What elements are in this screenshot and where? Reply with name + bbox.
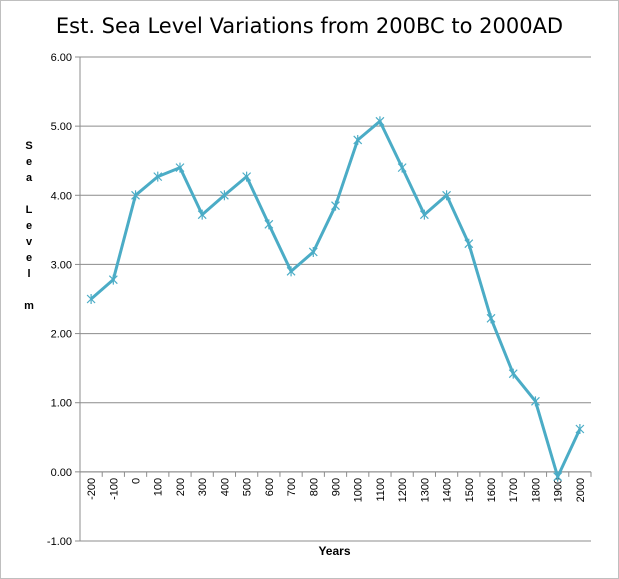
x-tick-label: -100 [108, 478, 120, 500]
x-tick-label: 0 [131, 478, 143, 484]
x-tick-label: 1400 [442, 478, 454, 502]
y-axis-label-letter: S [25, 140, 33, 152]
y-axis-label-letter: L [25, 204, 33, 216]
y-tick-label: 6.00 [51, 52, 72, 64]
x-tick-label: 500 [242, 478, 254, 496]
x-tick-label: -200 [86, 478, 98, 500]
data-point-marker [531, 396, 540, 407]
y-tick-labels: 6.00 5.00 4.00 3.00 2.00 1.00 0.00 -1.00 [47, 52, 80, 548]
y-tick-label: 5.00 [51, 121, 72, 133]
data-point-marker [442, 190, 452, 201]
x-tick-label: 400 [219, 478, 231, 496]
data-point-marker [464, 238, 474, 249]
x-tick-label: 900 [331, 478, 343, 496]
x-tick-label: 1900 [553, 478, 565, 502]
data-point-marker [264, 219, 274, 230]
x-tick-label: 200 [175, 478, 187, 496]
x-tick-label: 1800 [530, 478, 542, 502]
x-tick-label: 1000 [353, 478, 365, 502]
data-point-marker [197, 209, 207, 220]
data-point-marker [108, 274, 118, 285]
data-point-marker [242, 171, 252, 182]
data-point-marker [553, 471, 563, 482]
gridlines [80, 56, 591, 542]
chart-title: Est. Sea Level Variations from 200BC to … [55, 14, 564, 38]
data-point-marker [486, 313, 496, 324]
y-tick-label: 0.00 [51, 467, 72, 479]
data-point-marker [153, 171, 163, 182]
x-axis-label: Years [318, 544, 351, 558]
data-point-marker [131, 190, 140, 201]
x-tick-label: 1200 [397, 478, 409, 502]
x-tick-label: 1100 [375, 478, 387, 502]
y-axis-label-letter: m [24, 300, 34, 312]
data-point-marker [86, 294, 96, 304]
data-point-marker [219, 190, 229, 201]
series-line [90, 119, 582, 479]
data-point-marker [575, 423, 585, 434]
y-tick-label: -1.00 [47, 536, 72, 548]
y-tick-label: 2.00 [51, 329, 72, 341]
x-tick-labels: -200 -100 0 100 200 300 400 500 600 700 800 900 1000… [79, 471, 592, 502]
data-point-marker [331, 200, 340, 211]
y-axis-label-letter: e [25, 252, 33, 264]
x-tick-label: 1500 [464, 478, 476, 502]
data-point-marker [175, 162, 185, 173]
data-point-marker [308, 246, 318, 257]
y-tick-label: 4.00 [51, 190, 72, 202]
x-tick-label: 800 [308, 478, 320, 496]
y-tick-label: 1.00 [51, 398, 72, 410]
series-group [86, 116, 585, 482]
x-tick-label: 600 [264, 478, 276, 496]
y-axis-label-letter: l [27, 268, 31, 280]
data-point-marker [286, 266, 296, 277]
y-axis-label-letter: e [25, 220, 33, 232]
y-axis-label-letter: e [25, 156, 33, 168]
x-tick-label: 700 [286, 478, 298, 496]
x-tick-label: 100 [153, 478, 165, 496]
data-point-marker [508, 368, 518, 379]
y-tick-label: 3.00 [51, 259, 72, 271]
y-axis-label-letter: a [25, 172, 33, 184]
data-point-marker [397, 162, 407, 173]
data-point-marker [375, 116, 385, 127]
x-tick-label: 2000 [575, 478, 587, 502]
x-tick-label: 300 [197, 478, 209, 496]
data-point-marker [419, 209, 429, 220]
y-axis-label-letter: v [25, 236, 33, 248]
x-tick-label: 1300 [419, 478, 431, 502]
x-tick-label: 1700 [508, 478, 520, 502]
axes [79, 57, 591, 541]
x-tick-label: 1600 [486, 478, 498, 502]
data-point-marker [353, 134, 363, 145]
